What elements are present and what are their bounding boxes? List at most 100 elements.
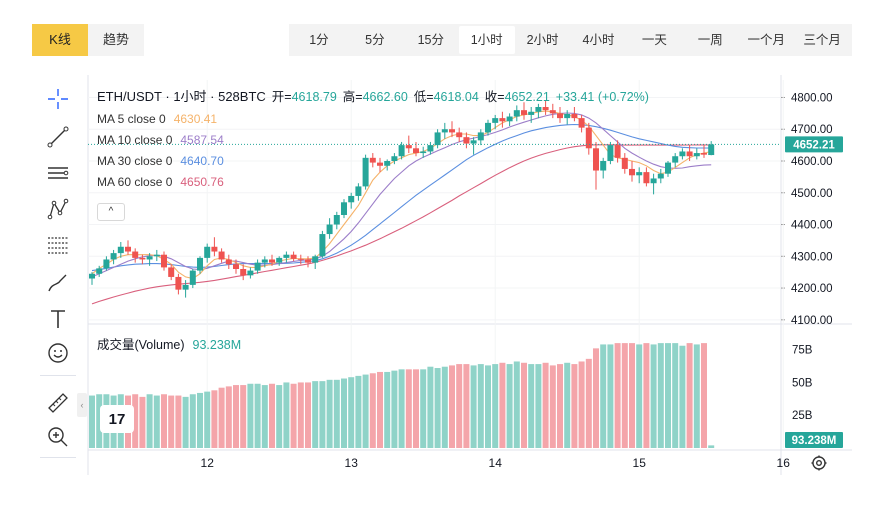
interval-6[interactable]: 一天 xyxy=(641,33,667,47)
candle-body xyxy=(247,270,254,276)
candle-body xyxy=(297,258,304,260)
candle-body xyxy=(384,161,391,166)
price-tick-label: 4300.00 xyxy=(791,251,833,263)
price-tick-label: 4700.00 xyxy=(791,124,833,136)
volume-tick-label: 75B xyxy=(792,345,813,357)
interval-5[interactable]: 4小时 xyxy=(582,33,615,47)
candle-body xyxy=(585,127,592,149)
candle-body xyxy=(240,269,247,276)
candle-body xyxy=(355,186,362,196)
volume-bar xyxy=(456,364,463,448)
candle-body xyxy=(665,162,671,174)
interval-2[interactable]: 15分 xyxy=(417,33,444,47)
text-icon[interactable] xyxy=(44,305,72,333)
drawing-toolbar xyxy=(40,75,76,465)
ma-name: MA 10 close 0 xyxy=(97,133,173,147)
candle-body xyxy=(650,178,657,184)
time-tick-label: 12 xyxy=(201,456,215,470)
ruler-icon[interactable] xyxy=(44,389,72,417)
volume-bar xyxy=(470,365,477,448)
price-tick-label: 4200.00 xyxy=(791,283,833,295)
candle-body xyxy=(657,173,664,179)
interval-4[interactable]: 2小时 xyxy=(526,33,559,47)
pattern-icon[interactable] xyxy=(44,195,72,223)
horizontal-lines-icon[interactable] xyxy=(44,159,72,187)
volume-bar xyxy=(261,385,268,448)
candle-body xyxy=(629,168,635,176)
candle-body xyxy=(398,145,405,157)
volume-bar xyxy=(312,381,319,448)
ma-name: MA 30 close 0 xyxy=(97,154,173,168)
candle-body xyxy=(593,148,599,171)
volume-bar xyxy=(643,343,650,448)
ma-name: MA 5 close 0 xyxy=(97,112,166,126)
candle-body xyxy=(686,151,693,157)
ma-value: 4630.41 xyxy=(173,112,218,126)
volume-bar xyxy=(283,382,290,448)
volume-tick-label: 25B xyxy=(792,410,813,422)
candle-body xyxy=(211,246,218,252)
volume-bar xyxy=(571,364,578,448)
interval-9[interactable]: 三个月 xyxy=(803,33,841,47)
candle-body xyxy=(456,132,463,138)
candle-body xyxy=(125,246,131,252)
volume-bar xyxy=(564,362,571,448)
ma-legend-row: MA 60 close 0 4650.76 xyxy=(97,175,649,189)
volume-bar xyxy=(161,394,167,448)
candle-body xyxy=(535,107,542,112)
legend-collapse-button[interactable]: ^ xyxy=(97,203,125,221)
interval-3[interactable]: 1小时 xyxy=(458,26,515,54)
candle-body xyxy=(413,148,419,154)
candle-body xyxy=(528,111,535,115)
candle-body xyxy=(369,157,376,163)
candle-body xyxy=(175,276,182,290)
candle-body xyxy=(405,145,412,149)
volume-bar xyxy=(247,383,254,448)
volume-bar xyxy=(182,396,189,448)
view-tab-0[interactable]: K线 xyxy=(32,24,88,56)
candle-body xyxy=(348,195,355,203)
candle-body xyxy=(269,259,275,263)
candle-body xyxy=(506,116,513,122)
volume-bar xyxy=(513,361,520,448)
candle-body xyxy=(362,157,369,187)
emoji-icon[interactable] xyxy=(44,339,72,367)
ma-legend-row: MA 5 close 0 4630.41 xyxy=(97,112,649,126)
trend-line-icon[interactable] xyxy=(44,123,72,151)
view-tab-1[interactable]: 趋势 xyxy=(88,24,144,56)
volume-bar xyxy=(326,379,333,448)
volume-bar xyxy=(657,343,664,448)
volume-bar xyxy=(578,361,585,448)
interval-7[interactable]: 一周 xyxy=(697,33,723,47)
settings-gear-icon[interactable] xyxy=(810,454,828,472)
current-volume-label: 93.238M xyxy=(792,435,837,447)
ma-legend-row: MA 10 close 0 4587.54 xyxy=(97,133,649,147)
interval-8[interactable]: 一个月 xyxy=(747,33,785,47)
toolbar-collapse-handle[interactable]: ‹ xyxy=(77,393,87,417)
volume-bar xyxy=(225,386,232,448)
candle-body xyxy=(621,157,628,169)
volume-bar xyxy=(211,390,218,448)
interval-1[interactable]: 5分 xyxy=(365,33,385,47)
volume-bar xyxy=(672,343,679,448)
volume-bar xyxy=(204,391,211,448)
candle-body xyxy=(312,256,319,263)
zoom-in-icon[interactable] xyxy=(44,423,72,451)
brush-icon[interactable] xyxy=(44,269,72,297)
interval-0[interactable]: 1分 xyxy=(309,33,329,47)
chart-legend: ETH/USDT · 1小时 · 528BTC 开=4618.79 高=4662… xyxy=(97,86,649,189)
change-value: +33.41 (+0.72%) xyxy=(555,90,649,104)
volume-bar xyxy=(499,362,506,448)
candle-body xyxy=(693,153,700,157)
crosshair-icon[interactable] xyxy=(44,85,72,113)
candle-body xyxy=(600,161,607,171)
volume-bar xyxy=(153,395,160,448)
volume-bar xyxy=(189,394,196,448)
price-tick-label: 4500.00 xyxy=(791,188,833,200)
price-tick-label: 4100.00 xyxy=(791,315,833,327)
volume-bar xyxy=(333,379,340,448)
price-tick-label: 4800.00 xyxy=(791,92,833,104)
volume-bar xyxy=(679,345,686,448)
candle-body xyxy=(319,234,326,257)
